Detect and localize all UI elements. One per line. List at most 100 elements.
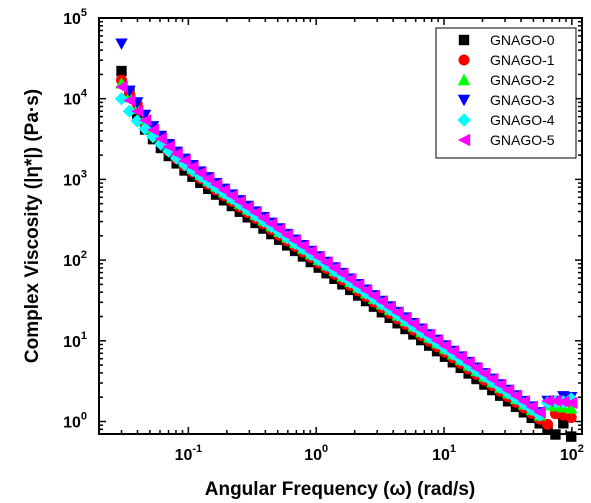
data-point — [336, 267, 349, 280]
data-point — [564, 392, 578, 406]
data-point — [280, 228, 294, 242]
data-point — [454, 350, 467, 364]
legend-item: GNAGO-3 — [457, 92, 555, 108]
x-tick-label: 102 — [560, 443, 584, 464]
data-point — [533, 406, 546, 419]
data-point — [351, 278, 365, 292]
data-point — [154, 132, 168, 145]
data-point — [541, 394, 554, 408]
plot-frame — [98, 17, 583, 435]
legend-marker — [457, 113, 471, 127]
data-point — [422, 328, 436, 341]
data-point — [288, 234, 302, 247]
y-axis: 100 101 102 103 104 105 — [63, 7, 582, 435]
data-point — [225, 189, 239, 202]
legend-box — [435, 27, 577, 159]
data-point — [438, 339, 452, 353]
data-point — [320, 256, 333, 269]
data-point — [383, 300, 396, 314]
x-axis: 10-1 100 101 102 — [98, 18, 584, 464]
data-point — [273, 223, 286, 236]
legend-label: GNAGO-0 — [490, 32, 555, 48]
data-point — [486, 372, 499, 386]
data-point — [509, 389, 523, 403]
data-point — [257, 211, 270, 225]
legend-marker — [457, 94, 471, 107]
legend-marker — [458, 54, 470, 66]
legend-label: GNAGO-2 — [490, 72, 555, 88]
x-tick-label: 101 — [432, 443, 456, 464]
data-point — [566, 431, 577, 442]
data-point — [170, 147, 183, 160]
data-point — [344, 273, 357, 286]
data-point — [415, 323, 428, 336]
data-point — [249, 206, 262, 219]
data-point — [138, 114, 152, 127]
data-point — [131, 105, 144, 118]
data-point — [178, 154, 191, 167]
y-tick-label: 104 — [63, 88, 88, 109]
legend-item: GNAGO-4 — [457, 112, 555, 128]
data-point — [123, 94, 136, 107]
data-point — [550, 429, 561, 440]
legend-item: GNAGO-5 — [457, 132, 555, 148]
legend-item: GNAGO-0 — [458, 32, 555, 48]
data-point — [446, 345, 460, 358]
y-tick-label: 105 — [63, 7, 87, 28]
data-point — [328, 261, 341, 275]
data-point — [391, 306, 404, 319]
data-point — [209, 178, 223, 191]
legend: GNAGO-0 GNAGO-1 GNAGO-2 GNAGO-3 GNAGO-4 GNAGO… — [435, 27, 577, 159]
legend-item: GNAGO-1 — [458, 52, 555, 68]
data-point — [265, 217, 278, 230]
y-tick-label: 100 — [63, 410, 87, 431]
data-point — [525, 400, 538, 414]
x-axis-title: Angular Frequency (ω) (rad/s) — [205, 479, 475, 500]
data-point — [115, 80, 128, 94]
data-point — [304, 245, 318, 258]
legend-label: GNAGO-3 — [490, 92, 555, 108]
data-point — [517, 395, 531, 408]
y-tick-label: 102 — [63, 249, 87, 270]
data-point — [565, 396, 578, 410]
data-point — [217, 183, 231, 197]
x-tick-label: 100 — [304, 443, 328, 464]
legend-marker — [457, 73, 471, 86]
x-tick-label: 10-1 — [175, 443, 203, 464]
data-point — [430, 334, 444, 347]
data-point — [558, 418, 569, 429]
data-point — [122, 104, 137, 118]
data-point — [359, 284, 373, 297]
data-point — [130, 114, 144, 128]
data-point — [114, 91, 129, 106]
legend-marker — [458, 34, 470, 46]
data-point — [185, 163, 200, 177]
data-point — [501, 384, 515, 397]
data-point — [565, 402, 578, 414]
data-point — [462, 356, 475, 369]
data-point — [116, 65, 127, 77]
data-point — [478, 367, 491, 380]
data-point — [138, 121, 152, 136]
data-point — [202, 172, 215, 185]
data-point — [186, 160, 199, 174]
data-point — [494, 378, 507, 391]
data-point — [549, 394, 562, 408]
data-point — [399, 311, 412, 325]
data-point — [375, 295, 389, 308]
data-point — [312, 250, 325, 264]
y-axis-title: Complex Viscosity (|η*|) (Pa·s) — [22, 89, 43, 363]
data-point — [162, 140, 175, 153]
data-marks — [114, 38, 578, 442]
data-point — [146, 123, 160, 137]
data-point — [115, 38, 128, 50]
data-point — [407, 317, 420, 330]
legend-label: GNAGO-5 — [490, 132, 555, 148]
data-point — [565, 412, 577, 424]
data-point — [557, 395, 570, 409]
legend-label: GNAGO-4 — [490, 112, 555, 128]
data-point — [233, 195, 247, 208]
data-point — [194, 166, 207, 180]
data-point — [542, 418, 554, 430]
